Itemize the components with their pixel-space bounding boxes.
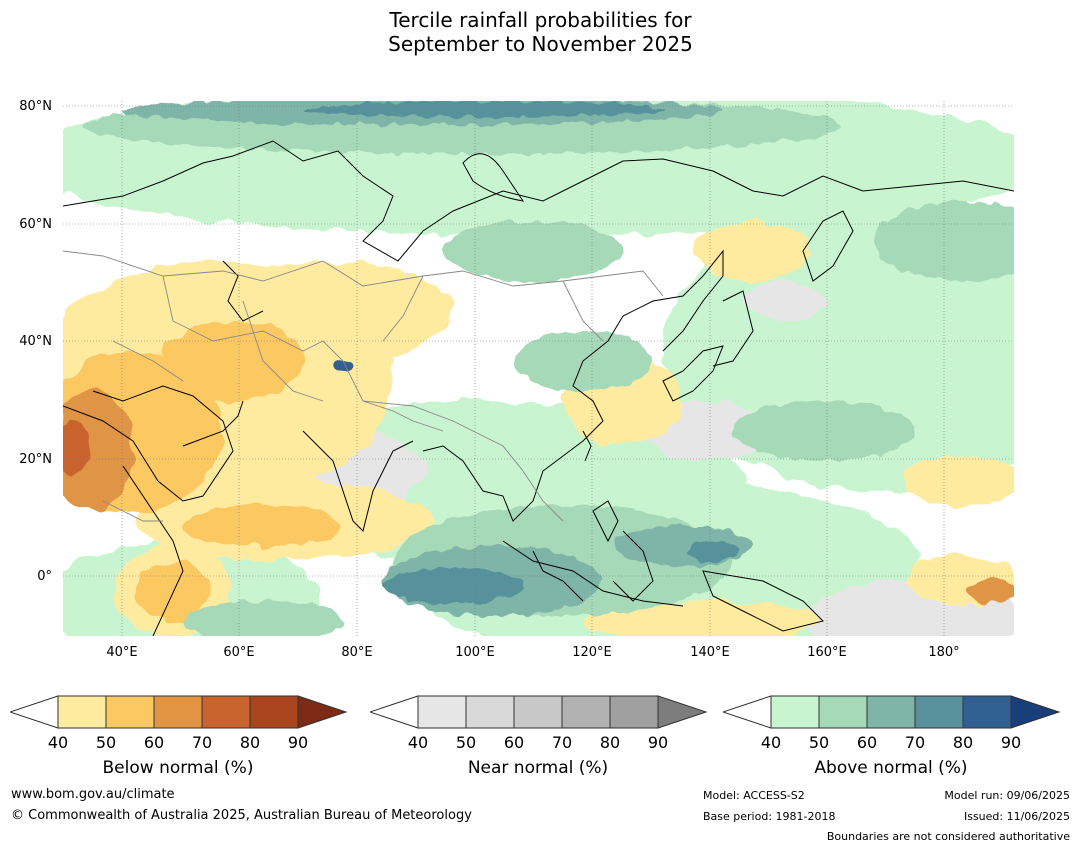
above-cb-tick-40: 40 — [760, 733, 782, 752]
model-run-date: Model run: 09/06/2025 — [944, 789, 1070, 802]
lat-label-40n: 40°N — [19, 334, 52, 349]
below-cb-tick-60: 60 — [143, 733, 165, 752]
lat-label-60n: 60°N — [19, 217, 52, 232]
near-cb-seg-over — [657, 695, 708, 729]
below-cb-seg-under — [10, 695, 59, 729]
near-cb-seg-60-70 — [513, 695, 563, 729]
above-cb-tick-50: 50 — [808, 733, 830, 752]
near-cb-seg-70-80 — [561, 695, 611, 729]
above-cb-seg-over — [1010, 695, 1061, 729]
lon-label-60e: 60°E — [223, 645, 255, 660]
below-cb-seg-80-90 — [249, 695, 299, 729]
website-link[interactable]: www.bom.gov.au/climate — [11, 787, 175, 802]
country-borders — [63, 250, 664, 522]
lon-label-80e: 80°E — [341, 645, 373, 660]
map-title: Tercile rainfall probabilities for Septe… — [0, 8, 1081, 56]
below-cb-seg-40-50 — [57, 695, 107, 729]
title-line-1: Tercile rainfall probabilities for — [389, 8, 692, 32]
lon-label-140e: 140°E — [690, 645, 730, 660]
near-cb-seg-under — [370, 695, 419, 729]
base-period: Base period: 1981-2018 — [703, 810, 836, 823]
issued-date: Issued: 11/06/2025 — [963, 810, 1070, 823]
below-cb-seg-50-60 — [105, 695, 155, 729]
above-normal-colorbar — [723, 695, 1061, 729]
above-cb-tick-90: 90 — [1000, 733, 1022, 752]
lat-label-80n: 80°N — [19, 99, 52, 114]
above-normal-colorbar-title: Above normal (%) — [814, 758, 968, 778]
title-line-2: September to November 2025 — [388, 32, 693, 56]
below-cb-tick-50: 50 — [95, 733, 117, 752]
coastlines — [63, 140, 1014, 636]
near-cb-tick-40: 40 — [407, 733, 429, 752]
lon-label-160e: 160°E — [807, 645, 847, 660]
near-cb-seg-50-60 — [465, 695, 515, 729]
near-cb-tick-80: 80 — [599, 733, 621, 752]
copyright-text: © Commonwealth of Australia 2025, Austra… — [11, 808, 472, 823]
above-cb-tick-70: 70 — [904, 733, 926, 752]
graticule — [63, 101, 1014, 636]
below-cb-tick-40: 40 — [47, 733, 69, 752]
near-cb-tick-50: 50 — [455, 733, 477, 752]
near-cb-seg-80-90 — [609, 695, 659, 729]
below-cb-tick-90: 90 — [287, 733, 309, 752]
lat-label-20n: 20°N — [19, 452, 52, 467]
below-cb-seg-70-80 — [201, 695, 251, 729]
model-name: Model: ACCESS-S2 — [703, 789, 805, 802]
above-cb-tick-80: 80 — [952, 733, 974, 752]
below-cb-tick-80: 80 — [239, 733, 261, 752]
below-normal-colorbar-title: Below normal (%) — [102, 758, 254, 778]
near-cb-tick-60: 60 — [503, 733, 525, 752]
below-cb-seg-60-70 — [153, 695, 203, 729]
near-normal-colorbar — [370, 695, 708, 729]
above-cb-seg-under — [723, 695, 772, 729]
above-cb-seg-70-80 — [914, 695, 964, 729]
lon-label-100e: 100°E — [455, 645, 495, 660]
boundaries-disclaimer: Boundaries are not considered authoritat… — [826, 830, 1070, 843]
above-cb-seg-50-60 — [818, 695, 868, 729]
below-cb-seg-over — [297, 695, 348, 729]
map-field — [63, 101, 1014, 636]
lon-label-180: 180° — [928, 645, 960, 660]
near-cb-tick-90: 90 — [647, 733, 669, 752]
lon-label-40e: 40°E — [106, 645, 138, 660]
above-cb-seg-40-50 — [770, 695, 820, 729]
below-cb-tick-70: 70 — [191, 733, 213, 752]
near-cb-tick-70: 70 — [551, 733, 573, 752]
near-normal-colorbar-title: Near normal (%) — [467, 758, 609, 778]
probability-map — [63, 101, 1014, 636]
lon-label-120e: 120°E — [572, 645, 612, 660]
above-cb-seg-60-70 — [866, 695, 916, 729]
near-cb-seg-40-50 — [417, 695, 467, 729]
below-normal-colorbar — [10, 695, 348, 729]
above-cb-seg-80-90 — [962, 695, 1012, 729]
lat-label-0: 0° — [37, 569, 52, 584]
above-cb-tick-60: 60 — [856, 733, 878, 752]
